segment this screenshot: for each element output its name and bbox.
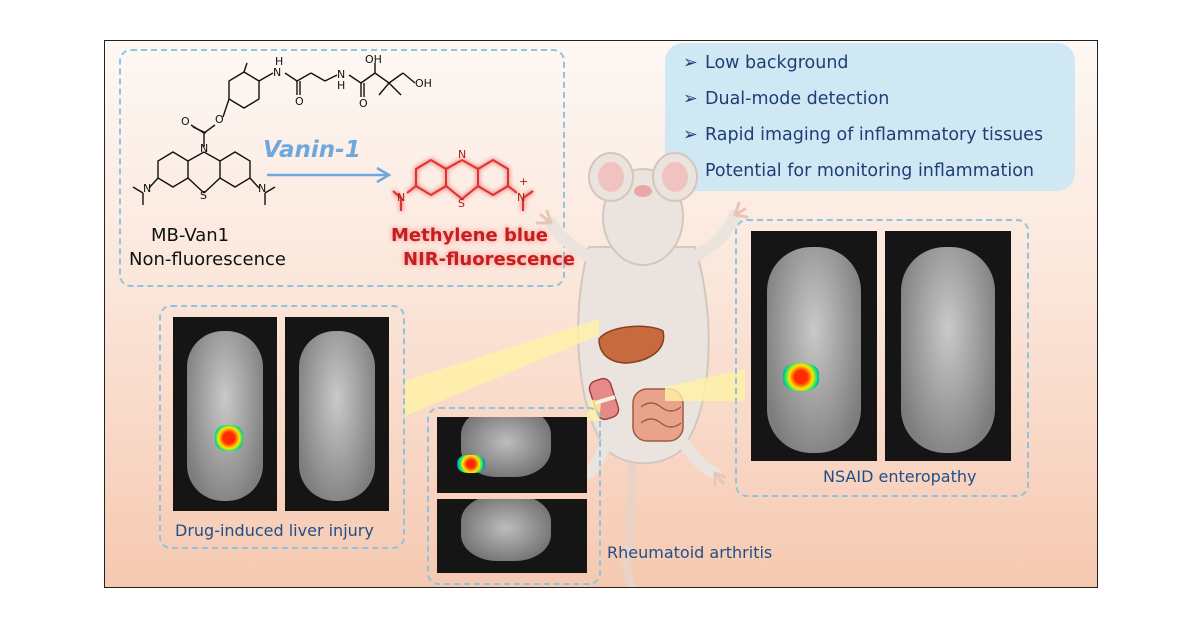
feature-item: ➢ Low background (683, 53, 849, 73)
features-box: ➢ Low background ➢ Dual-mode detection ➢ Ra… (665, 43, 1075, 191)
atom-n: N (337, 68, 345, 81)
feature-text: Potential for monitoring inflammation (705, 161, 1034, 181)
mouse-body (299, 331, 375, 501)
atom-n: N (258, 182, 266, 195)
feature-text: Rapid imaging of inflammatory tissues (705, 125, 1044, 145)
liver-mouse-image-control (285, 317, 389, 511)
fluorescence-signal (783, 363, 819, 391)
atom-h: H (337, 79, 345, 92)
atom-h: H (275, 55, 283, 68)
arthritis-model-label: Rheumatoid arthritis (607, 543, 773, 562)
atom-o: O (359, 97, 368, 110)
feature-item: ➢ Dual-mode detection (683, 89, 889, 109)
atom-o: O (215, 113, 224, 126)
arthritis-model-box (427, 407, 601, 585)
arrow-bullet-icon: ➢ (683, 125, 698, 145)
atom-oh: OH (365, 55, 382, 66)
feature-text: Dual-mode detection (705, 89, 890, 109)
fluorescence-signal (457, 455, 485, 473)
mouse-body (901, 247, 995, 453)
vanin-1-label: Vanin-1 (263, 137, 361, 163)
mouse-illustration (535, 152, 749, 587)
atom-n: N (397, 191, 405, 204)
atom-plus: + (519, 175, 528, 188)
atom-s: S (458, 197, 465, 210)
liver-model-label: Drug-induced liver injury (175, 521, 374, 540)
atom-o: O (181, 115, 190, 128)
mouse-body (187, 331, 263, 501)
paw-body (461, 499, 551, 561)
atom-n: N (517, 191, 525, 204)
enteropathy-mouse-image-treated (751, 231, 877, 461)
atom-o: O (295, 95, 304, 108)
chemistry-box (119, 49, 565, 287)
precursor-name: MB-Van1 (151, 225, 230, 246)
liver-model-box (159, 305, 405, 549)
fluorescence-signal (215, 425, 243, 451)
atom-s: S (200, 189, 207, 202)
arrow-bullet-icon: ➢ (683, 53, 698, 73)
precursor-state: Non-fluorescence (129, 249, 286, 270)
enteropathy-mouse-image-control (885, 231, 1011, 461)
product-state: NIR-fluorescence (403, 249, 575, 270)
arthritis-paw-image-control (437, 499, 587, 573)
atom-n: N (200, 142, 208, 155)
enteropathy-model-box (735, 219, 1029, 497)
mb-van1-structure: N S N N O O N H O N H O OH OH (132, 55, 432, 205)
reaction-arrow (267, 166, 392, 184)
figure-panel: N S N N O O N H O N H O OH OH MB-Van1 No… (104, 40, 1098, 588)
atom-oh: OH (415, 77, 432, 90)
liver-mouse-image-treated (173, 317, 277, 511)
enteropathy-model-label: NSAID enteropathy (823, 467, 977, 486)
atom-n: N (458, 148, 466, 161)
feature-item: ➢ Rapid imaging of inflammatory tissues (683, 125, 1043, 145)
arthritis-paw-image-treated (437, 417, 587, 493)
atom-n: N (273, 66, 281, 79)
atom-n: N (143, 182, 151, 195)
methylene-blue-structure: N S N N + (392, 148, 534, 211)
arrow-bullet-icon: ➢ (683, 89, 698, 109)
feature-text: Low background (705, 53, 849, 73)
product-name: Methylene blue (391, 225, 549, 246)
mouse-body (767, 247, 861, 453)
